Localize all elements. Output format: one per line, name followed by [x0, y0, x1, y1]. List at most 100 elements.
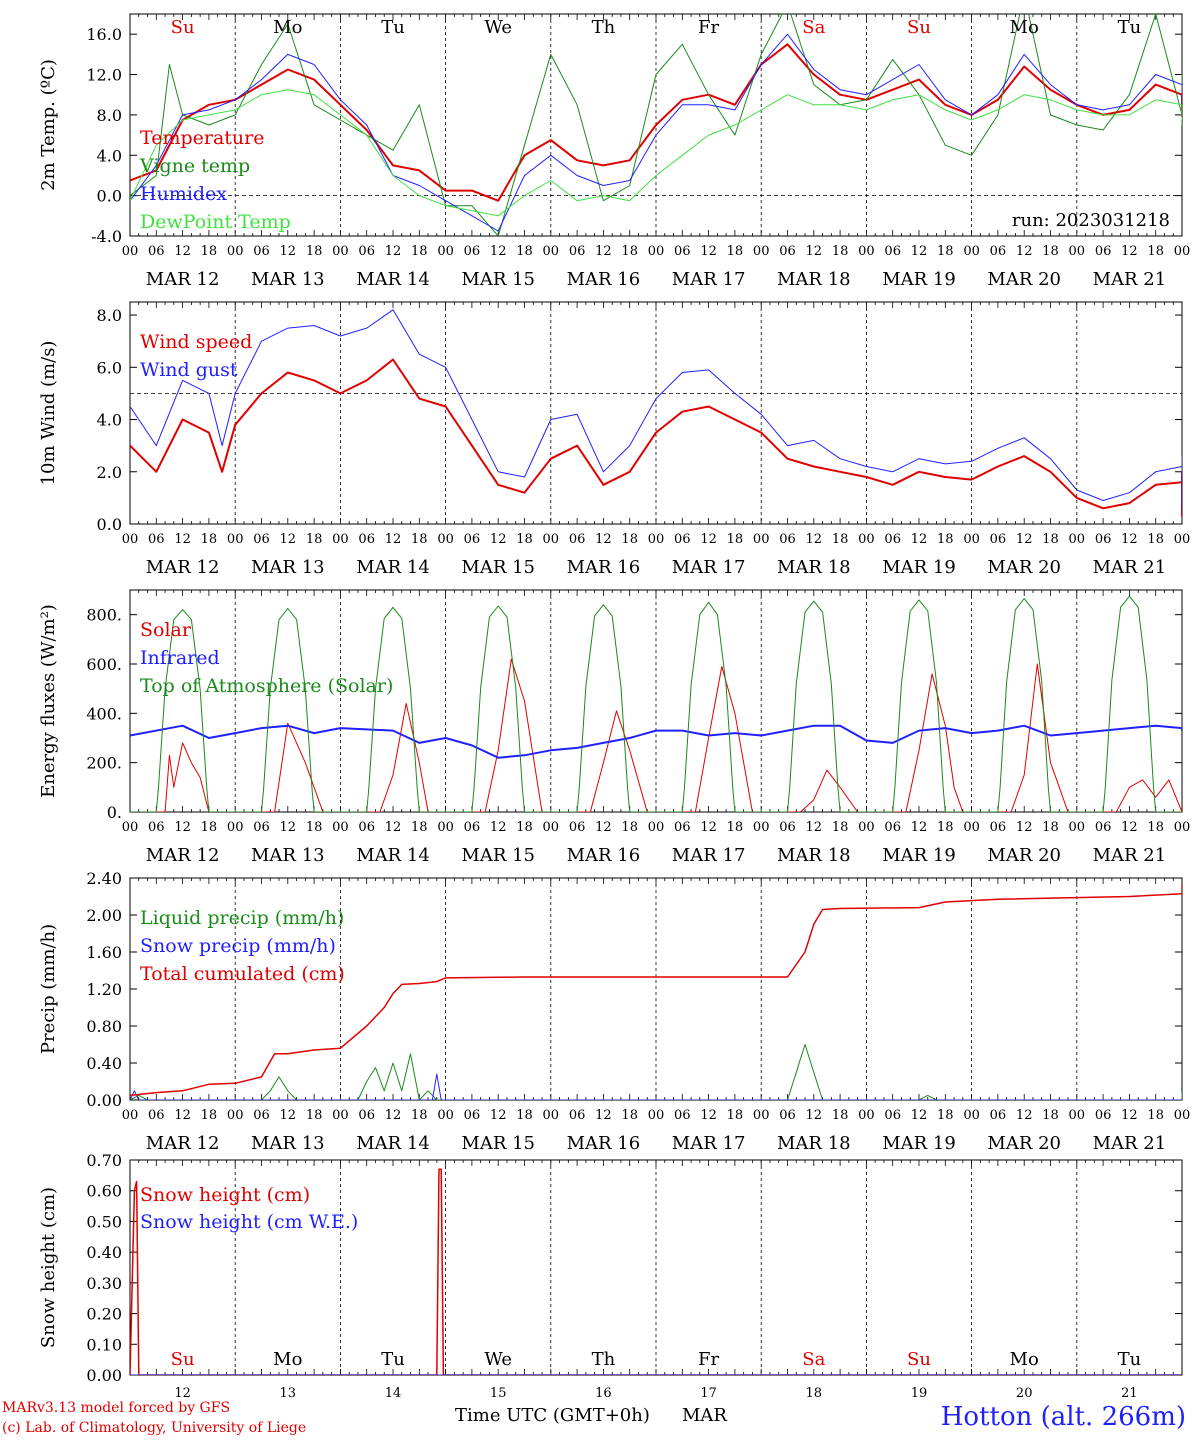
weekday-label: Fr — [698, 17, 719, 38]
day-label: MAR 17 — [672, 557, 746, 578]
hour-label: 18 — [621, 532, 638, 547]
y-tick-label: 8.0 — [97, 306, 122, 325]
day-label: MAR 16 — [567, 269, 641, 290]
weekday-label: Mo — [273, 1349, 302, 1370]
hour-label: 12 — [385, 1108, 402, 1123]
y-axis-title: Energy fluxes (W/m²) — [38, 604, 59, 798]
weekday-label: We — [484, 1349, 512, 1370]
weekday-label: Mo — [1010, 1349, 1039, 1370]
hour-label: 06 — [358, 820, 375, 835]
weekday-label: Tu — [381, 1349, 405, 1370]
hour-label: 12 — [1121, 532, 1138, 547]
hour-label: 00 — [332, 1108, 349, 1123]
hour-label: 00 — [963, 1108, 980, 1123]
y-axis-title: Snow height (cm) — [38, 1187, 59, 1348]
day-number: 20 — [1016, 1386, 1033, 1401]
weekday-label: Fr — [698, 1349, 719, 1370]
hour-label: 18 — [1147, 820, 1164, 835]
day-label: MAR 16 — [567, 845, 641, 866]
series-line — [130, 1073, 1182, 1100]
hour-label: 00 — [122, 244, 139, 259]
hour-label: 00 — [122, 820, 139, 835]
hour-label: 00 — [1069, 820, 1086, 835]
day-number: 18 — [806, 1386, 823, 1401]
day-number: 13 — [280, 1386, 297, 1401]
series-line — [130, 724, 1182, 759]
hour-label: 00 — [227, 532, 244, 547]
hour-label: 18 — [832, 1108, 849, 1123]
y-tick-label: 2.40 — [86, 869, 122, 888]
hour-label: 18 — [516, 244, 533, 259]
hour-label: 06 — [1095, 532, 1112, 547]
day-label: MAR 15 — [461, 557, 535, 578]
hour-label: 12 — [911, 1108, 928, 1123]
day-label: MAR 14 — [356, 1133, 430, 1154]
day-label: MAR 13 — [251, 269, 325, 290]
legend-entry: DewPoint Temp — [140, 211, 291, 233]
hour-label: 12 — [700, 532, 717, 547]
hour-label: 00 — [648, 532, 665, 547]
series-line — [130, 884, 1182, 1097]
hour-label: 12 — [806, 820, 823, 835]
hour-label: 18 — [516, 1108, 533, 1123]
hour-label: 18 — [516, 532, 533, 547]
legend-entry: Temperature — [140, 127, 264, 149]
hour-label: 06 — [990, 1108, 1007, 1123]
hour-label: 12 — [280, 532, 297, 547]
hour-label: 00 — [227, 1108, 244, 1123]
hour-label: 00 — [1174, 244, 1191, 259]
hour-label: 18 — [937, 532, 954, 547]
hour-label: 06 — [779, 532, 796, 547]
weekday-label: Mo — [1010, 17, 1039, 38]
hour-label: 06 — [569, 532, 586, 547]
hour-label: 12 — [490, 1108, 507, 1123]
hour-label: 12 — [174, 1108, 191, 1123]
hour-label: 06 — [884, 820, 901, 835]
hour-label: 06 — [358, 244, 375, 259]
day-label: MAR 21 — [1093, 845, 1167, 866]
hour-label: 12 — [595, 244, 612, 259]
weekday-label: Su — [907, 1349, 931, 1370]
legend-entry: Snow height (cm W.E.) — [140, 1211, 358, 1233]
hour-label: 06 — [464, 532, 481, 547]
hour-label: 06 — [253, 1108, 270, 1123]
hour-label: 00 — [332, 532, 349, 547]
y-tick-label: 12.0 — [86, 66, 122, 85]
x-axis-month: MAR — [682, 1405, 727, 1426]
weekday-label: Su — [171, 1349, 195, 1370]
hour-label: 06 — [779, 244, 796, 259]
day-label: MAR 19 — [882, 1133, 956, 1154]
legend-entry: Total cumulated (cm) — [140, 963, 345, 985]
hour-label: 12 — [806, 532, 823, 547]
y-tick-label: 0.10 — [86, 1335, 122, 1354]
y-tick-label: 0.40 — [86, 1243, 122, 1262]
hour-label: 18 — [201, 1108, 218, 1123]
legend-entry: Infrared — [140, 647, 220, 669]
hour-label: 18 — [937, 1108, 954, 1123]
hour-label: 06 — [148, 1108, 165, 1123]
day-label: MAR 21 — [1093, 269, 1167, 290]
hour-label: 12 — [911, 244, 928, 259]
series-line — [130, 89, 1182, 217]
hour-label: 06 — [1095, 820, 1112, 835]
hour-label: 06 — [884, 244, 901, 259]
hour-label: 06 — [148, 820, 165, 835]
series-line — [130, 309, 1182, 509]
day-label: MAR 20 — [987, 1133, 1061, 1154]
y-tick-label: 1.20 — [86, 980, 122, 999]
day-number: 16 — [595, 1386, 612, 1401]
hour-label: 06 — [674, 820, 691, 835]
day-number: 17 — [700, 1386, 717, 1401]
hour-label: 06 — [569, 820, 586, 835]
hour-label: 00 — [1174, 532, 1191, 547]
y-tick-label: 0.30 — [86, 1274, 122, 1293]
y-tick-label: 0.0 — [97, 187, 122, 206]
hour-label: 00 — [122, 1108, 139, 1123]
hour-label: 18 — [201, 820, 218, 835]
hour-label: 18 — [1042, 244, 1059, 259]
hour-label: 18 — [621, 1108, 638, 1123]
run-annotation: run: 2023031218 — [1012, 210, 1170, 231]
series-line — [130, 14, 1182, 236]
day-label: MAR 18 — [777, 269, 851, 290]
